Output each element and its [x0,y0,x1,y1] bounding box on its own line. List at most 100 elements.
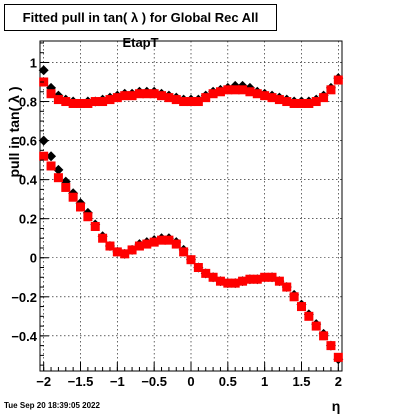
data-point-red [333,352,343,362]
data-point-red [267,272,277,282]
data-point-red [311,97,321,107]
y-tick-label: 1 [30,55,37,70]
y-tick-label: 0.8 [19,95,37,110]
data-point-red [238,276,248,286]
data-point-red [171,239,181,249]
data-point-red [90,222,100,232]
data-point-red [215,87,225,97]
data-point-red [274,95,284,105]
data-point-red [245,274,255,284]
data-point-red [127,91,137,101]
data-point-black [46,151,57,162]
data-point-red [83,98,93,108]
data-point-red [289,98,299,108]
x-tick-label: 2 [335,374,342,389]
data-point-red [68,98,78,108]
data-point-red [326,85,336,95]
data-point-red [201,268,211,278]
data-point-red [53,173,63,183]
data-point-red [201,93,211,103]
data-point-red [319,93,329,103]
data-point-red [223,278,233,288]
data-point-red [260,272,270,282]
x-tick-label: −0.5 [141,374,167,389]
data-point-red [68,192,78,202]
x-tick-label: 1 [261,374,268,389]
data-point-red [98,233,108,243]
data-point-red [304,311,314,321]
data-point-red [193,263,203,273]
data-point-red [157,91,167,101]
tick-labels: −2 −1.5 −1 −0.5 0 0.5 1 1.5 2 −0.4 −0.2 0 0.2 0.4 0.6 0… [11,55,342,389]
x-axis-title: η [332,398,341,414]
data-point-red [252,89,262,99]
data-point-black [53,164,64,175]
data-point-red [230,278,240,288]
data-point-red [193,97,203,107]
data-point-red [61,97,71,107]
data-point-red [46,89,56,99]
data-point-red [186,255,196,265]
data-point-red [112,93,122,103]
data-point-red [186,97,196,107]
data-point-red [245,87,255,97]
axes [40,42,339,371]
y-tick-label: 0.4 [19,173,38,188]
data-point-red [120,249,130,259]
data-point-red [208,89,218,99]
x-tick-label: 1.5 [292,374,310,389]
data-point-red [282,97,292,107]
data-point-red [134,241,144,251]
data-point-red [164,93,174,103]
data-point-red [179,97,189,107]
data-point-red [319,331,329,341]
data-point-red [282,282,292,292]
data-point-red [142,89,152,99]
data-point-red [76,98,86,108]
data-point-red [304,98,314,108]
y-axis-title: pull in tan( λ ) [6,87,22,178]
render-timestamp: Tue Sep 20 18:39:05 2022 [4,401,100,410]
data-point-red [267,93,277,103]
x-tick-label: −2 [36,374,51,389]
data-point-red [112,247,122,257]
data-point-red [289,292,299,302]
data-point-red [157,235,167,245]
data-point-red [149,237,159,247]
data-point-red [164,235,174,245]
data-point-red [120,91,130,101]
data-point-red [127,245,137,255]
data-point-red [134,89,144,99]
data-point-red [83,212,93,222]
data-point-red [333,75,343,85]
data-point-red [39,151,49,161]
data-point-red [98,97,108,107]
y-tick-label: 0.2 [19,212,37,227]
data-point-red [171,95,181,105]
y-tick-label: −0.4 [11,329,37,344]
x-tick-label: 0 [187,374,194,389]
data-point-red [260,91,270,101]
data-point-red [105,241,115,251]
data-point-red [208,272,218,282]
data-point-red [326,341,336,351]
data-point-red [296,98,306,108]
data-point-red [61,182,71,192]
data-point-red [105,95,115,105]
data-point-red [252,274,262,284]
data-point-red [223,85,233,95]
data-point-red [149,89,159,99]
data-point-red [238,85,248,95]
data-point-red [90,97,100,107]
x-tick-label: −1.5 [68,374,94,389]
data-point-red [311,321,321,331]
data-point-red [142,239,152,249]
data-point-red [230,85,240,95]
x-tick-label: 0.5 [219,374,237,389]
data-point-red [76,202,86,212]
data-points [38,65,344,365]
data-point-red [179,247,189,257]
y-tick-label: 0.6 [19,134,37,149]
chart-title: Fitted pull in tan( λ ) for Global Rec A… [4,4,277,50]
